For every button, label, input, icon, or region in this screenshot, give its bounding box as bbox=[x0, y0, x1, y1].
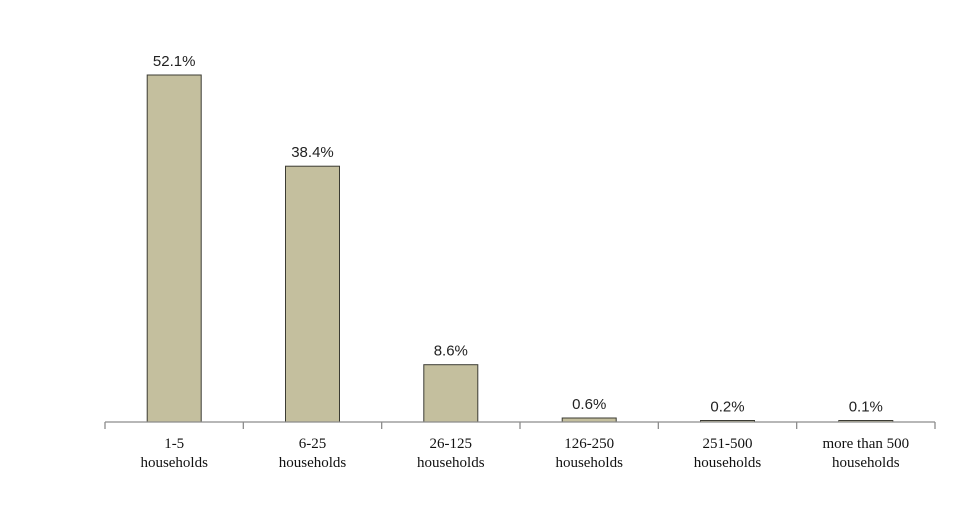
category-label-2-line-0: 26-125 bbox=[430, 436, 473, 452]
value-label-1: 38.4% bbox=[291, 144, 334, 161]
value-label-2: 8.6% bbox=[434, 343, 468, 360]
category-label-0-line-0: 1-5 bbox=[164, 436, 184, 452]
category-label-0-line-1: households bbox=[140, 455, 208, 471]
category-label-3-line-0: 126-250 bbox=[564, 436, 614, 452]
category-label-1-line-0: 6-25 bbox=[299, 436, 327, 452]
value-labels-group: 52.1% 38.4% 8.6% 0.6% 0.2% 0.1% bbox=[153, 53, 883, 416]
category-label-5-line-1: households bbox=[832, 455, 900, 471]
category-label-5-line-0: more than 500 bbox=[822, 436, 909, 452]
category-label-2-line-1: households bbox=[417, 455, 485, 471]
category-label-4-line-1: households bbox=[694, 455, 762, 471]
category-label-3-line-1: households bbox=[555, 455, 623, 471]
category-label-1-line-1: households bbox=[279, 455, 347, 471]
value-label-0: 52.1% bbox=[153, 53, 196, 70]
bars-group bbox=[146, 74, 894, 423]
x-axis bbox=[104, 421, 936, 429]
value-label-5: 0.1% bbox=[849, 399, 883, 416]
value-label-3: 0.6% bbox=[572, 396, 606, 413]
bar-1 bbox=[285, 165, 340, 423]
value-label-4: 0.2% bbox=[710, 399, 744, 416]
bar-0 bbox=[146, 74, 202, 423]
category-labels-group: 1-5 households 6-25 households 26-125 househo… bbox=[140, 436, 909, 471]
category-label-4-line-0: 251-500 bbox=[703, 436, 753, 452]
bar-2 bbox=[423, 364, 479, 423]
